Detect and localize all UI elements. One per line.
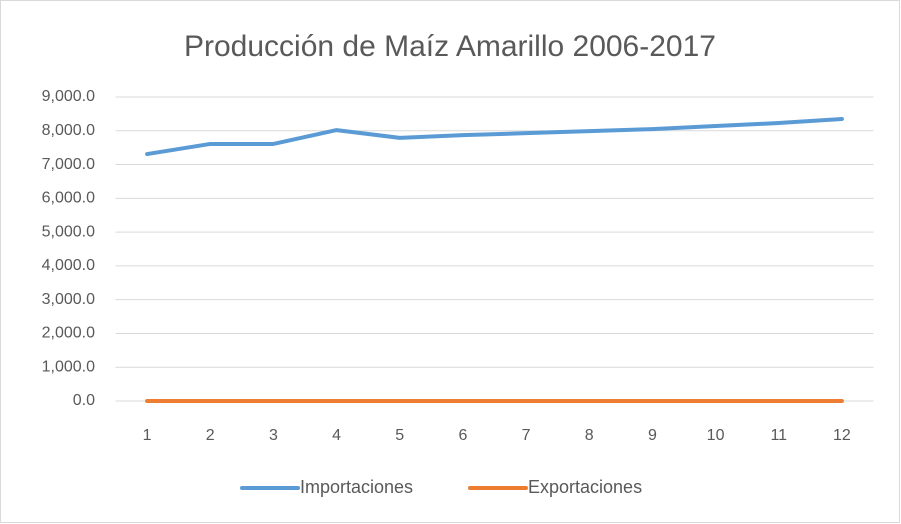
legend-label: Importaciones	[300, 477, 413, 497]
x-tick-label: 1	[143, 427, 152, 444]
x-tick-label: 2	[206, 427, 215, 444]
chart-title: Producción de Maíz Amarillo 2006-2017	[184, 30, 716, 63]
x-tick-label: 11	[770, 427, 787, 444]
x-tick-label: 3	[269, 427, 278, 444]
y-tick-label: 7,000.0	[42, 156, 95, 173]
x-tick-label: 6	[458, 427, 467, 444]
y-tick-label: 3,000.0	[42, 291, 95, 308]
x-tick-label: 10	[707, 427, 725, 444]
y-tick-label: 4,000.0	[42, 257, 95, 274]
y-tick-label: 6,000.0	[42, 190, 95, 207]
x-tick-label: 4	[332, 427, 341, 444]
x-tick-label: 8	[585, 427, 594, 444]
line-series	[145, 116, 844, 157]
y-tick-label: 0.0	[73, 392, 95, 409]
x-tick-label: 12	[833, 427, 851, 444]
x-tick-label: 7	[522, 427, 531, 444]
y-tick-label: 5,000.0	[42, 223, 95, 240]
x-tick-label: 9	[648, 427, 657, 444]
y-tick-label: 9,000.0	[42, 88, 95, 105]
y-tick-label: 2,000.0	[42, 325, 95, 342]
y-tick-label: 8,000.0	[42, 122, 95, 139]
legend-label: Exportaciones	[528, 477, 642, 497]
y-tick-label: 1,000.0	[42, 358, 95, 375]
x-tick-label: 5	[395, 427, 404, 444]
